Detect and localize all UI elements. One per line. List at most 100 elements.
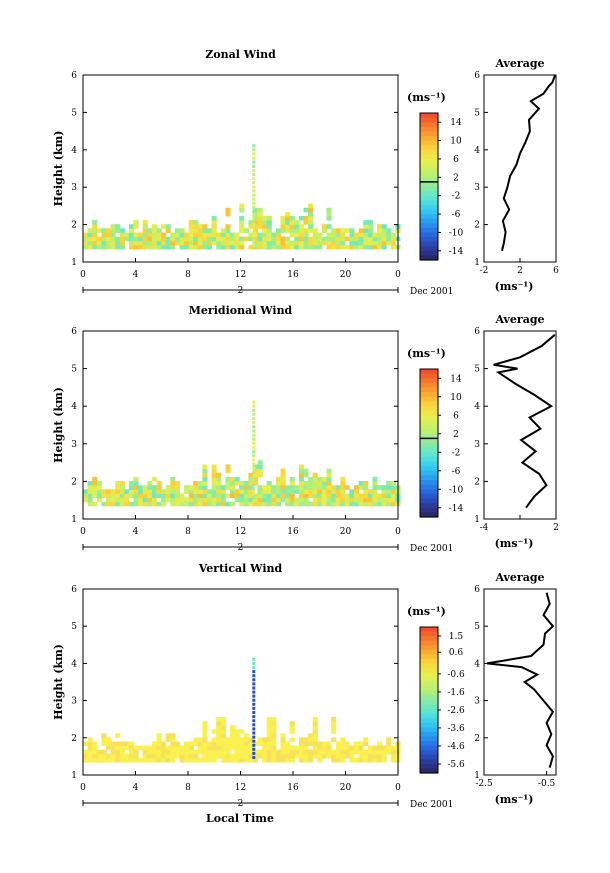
heatmap-cell [216,733,222,738]
heatmap-cell [230,476,236,482]
heatmap-cell [147,757,153,763]
heatmap-cell [252,230,256,234]
heatmap-cell [184,757,190,763]
heatmap-cell [271,753,277,759]
heatmap-cell [239,236,245,242]
heatmap-cell [321,741,327,747]
heatmap-cell [115,741,121,747]
heatmap-cell [230,501,236,507]
colorbar-segment [420,759,438,765]
heatmap-cell [298,224,304,229]
heatmap-cell [170,476,176,482]
heatmap-cell [321,753,327,759]
heatmap-cell [308,236,314,242]
heatmap-cell [156,481,162,486]
heatmap-cell [262,485,268,490]
avg-x-tick-label: 2 [517,266,523,276]
heatmap-cell [253,757,259,763]
heatmap-cell [262,749,268,755]
heatmap-cell [252,458,256,462]
heatmap-cell [331,489,337,494]
heatmap-cell [344,753,350,759]
y-axis-label: Height (km) [52,131,65,207]
heatmap-cell [151,476,157,482]
heatmap-cell [234,489,240,494]
heatmap-cell [289,721,295,726]
heatmap-cell [271,244,277,250]
y-tick-label: 1 [71,515,77,525]
heatmap-cell [312,749,318,755]
heatmap-cell [252,470,256,474]
heatmap-cell [266,216,272,221]
heatmap-cell [202,725,208,730]
heatmap-cell [96,485,102,490]
colorbar-segment [420,466,438,472]
x-tick-label: 0 [80,783,86,793]
heatmap-cell [308,733,314,738]
heatmap-cell [372,745,378,751]
heatmap-cell [367,493,373,498]
heatmap-cell [92,493,98,498]
heatmap-cell [151,224,157,229]
heatmap-cell [289,729,295,734]
heatmap-cell [275,481,281,486]
heatmap-cell [372,240,378,246]
colorbar-segment [420,406,438,412]
colorbar-segment [420,218,438,224]
heatmap-cell [174,753,180,759]
avg-y-tick-label: 5 [474,622,480,632]
heatmap-cell [349,745,355,751]
heatmap-cell [151,753,157,759]
heatmap-cell [363,753,369,759]
heatmap-cell [188,224,194,229]
heatmap-cell [377,745,383,751]
heatmap-cell [124,753,130,759]
heatmap-cell [280,745,286,751]
heatmap-cell [321,485,327,490]
avg-y-tick-label: 1 [474,515,480,525]
colorbar-tick-label: -2.6 [447,706,465,716]
heatmap-cell [138,244,144,250]
heatmap-cell [83,240,89,246]
heatmap-cell [151,244,157,250]
heatmap-cell [110,489,116,494]
colorbar-segment [420,709,438,715]
heatmap-cell [340,749,346,755]
heatmap-cell [252,487,256,491]
heatmap-cell [331,729,337,734]
heatmap-cell [193,481,199,486]
heatmap-cell [335,236,341,242]
heatmap-cell [142,228,148,233]
heatmap-cell [184,497,190,503]
heatmap-cell [216,725,222,730]
heatmap-cell [266,481,272,486]
heatmap-cell [101,244,107,250]
heatmap-cell [253,497,259,503]
heatmap-cell [262,757,268,763]
colorbar-segment [420,731,438,738]
heatmap-cell [225,464,231,470]
heatmap-cell [303,468,309,474]
heatmap-cell [202,489,208,494]
heatmap-cell [225,741,231,747]
heatmap-cell [147,493,153,498]
avg-x-tick-label: 2 [553,523,559,533]
heatmap-cell [106,236,112,242]
heatmap-cell [110,244,116,250]
y-axis-label: Height (km) [52,387,65,463]
avg-y-tick-label: 4 [474,146,480,156]
heatmap-cell [170,232,176,238]
heatmap-cell [331,717,337,722]
heatmap-cell [303,745,309,751]
heatmap-cell [262,240,268,246]
heatmap-cell [363,741,369,747]
avg-y-tick-label: 1 [474,258,480,268]
heatmap-cell [340,476,346,482]
heatmap-cell [151,741,157,747]
heatmap-cell [101,493,107,498]
heatmap-cell [326,472,332,478]
heatmap-cells [83,657,401,763]
heatmap-cell [326,741,332,747]
heatmap-cell [289,481,295,486]
heatmap-cell [349,749,355,755]
